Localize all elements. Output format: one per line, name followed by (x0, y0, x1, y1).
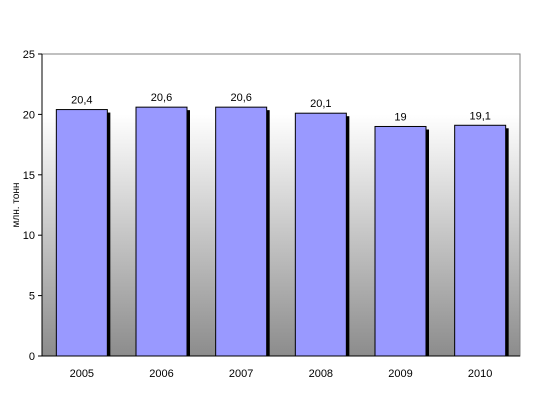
x-tick-label-2008: 2008 (309, 368, 333, 380)
y-tick-label: 5 (29, 291, 35, 303)
x-tick-label-2005: 2005 (70, 368, 94, 380)
data-label-2009: 19 (394, 111, 406, 123)
data-label-2007: 20,6 (230, 92, 251, 104)
y-axis-title: млн. тонн (11, 183, 22, 228)
data-labels-layer: 20,4 20,6 20,6 20,1 19 19,1 (71, 92, 491, 123)
bar-2007 (215, 106, 268, 357)
bar-2006 (135, 106, 188, 357)
bar-2009 (374, 125, 427, 357)
data-label-2006: 20,6 (151, 92, 172, 104)
y-tick-label: 15 (23, 170, 35, 182)
plot-area (41, 53, 521, 357)
y-tick-label: 0 (29, 351, 35, 363)
x-tick-label-2010: 2010 (468, 368, 492, 380)
y-tick-label: 10 (23, 230, 35, 242)
data-label-2010: 19,1 (469, 110, 490, 122)
bar-2005 (55, 109, 108, 357)
x-tick-label-2006: 2006 (149, 368, 173, 380)
bars-layer (55, 106, 509, 357)
y-tick-label: 25 (23, 49, 35, 61)
x-axis-ticks: 2005 2006 2007 2008 2009 2010 (70, 368, 493, 380)
data-label-2008: 20,1 (310, 98, 331, 110)
data-label-2005: 20,4 (71, 95, 92, 107)
bar-2010 (454, 124, 507, 357)
bar-2008 (294, 112, 347, 357)
x-tick-label-2007: 2007 (229, 368, 253, 380)
y-tick-label: 20 (23, 109, 35, 121)
x-tick-label-2009: 2009 (388, 368, 412, 380)
y-axis-ticks: 0 5 10 15 20 25 (23, 49, 42, 363)
